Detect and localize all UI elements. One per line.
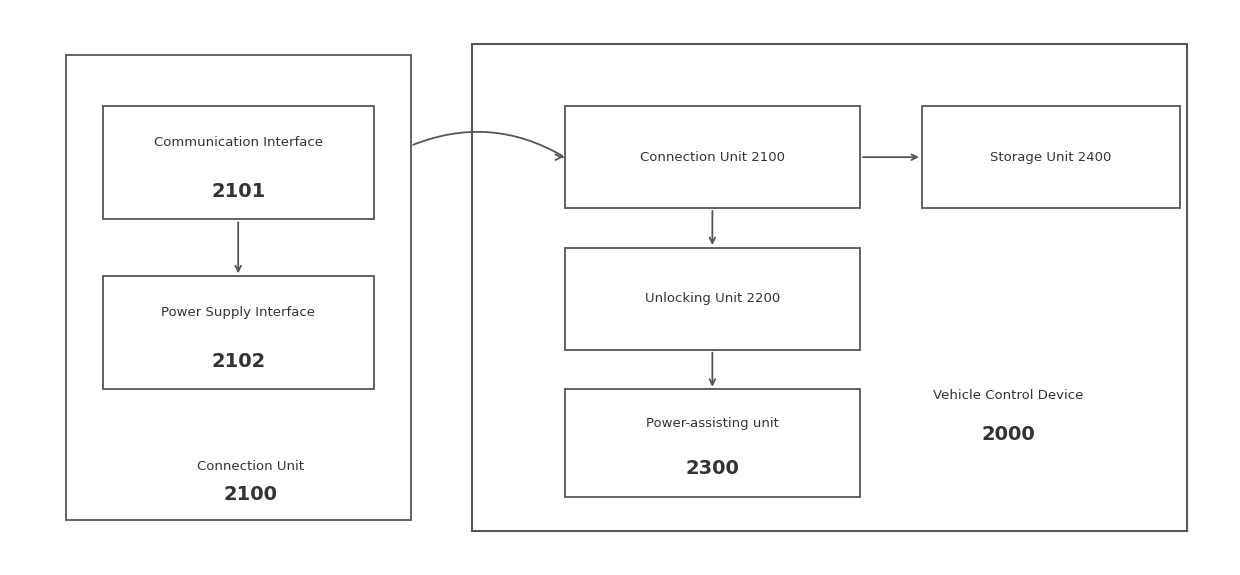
FancyBboxPatch shape — [564, 106, 861, 208]
FancyBboxPatch shape — [66, 55, 410, 520]
FancyBboxPatch shape — [103, 106, 373, 220]
Text: Power Supply Interface: Power Supply Interface — [161, 306, 315, 320]
FancyArrowPatch shape — [413, 132, 562, 156]
Text: 2000: 2000 — [981, 426, 1035, 444]
FancyBboxPatch shape — [921, 106, 1180, 208]
FancyBboxPatch shape — [472, 44, 1187, 531]
Text: 2101: 2101 — [211, 182, 265, 201]
Text: 2100: 2100 — [223, 485, 278, 504]
Text: Storage Unit 2400: Storage Unit 2400 — [991, 151, 1112, 164]
FancyBboxPatch shape — [103, 276, 373, 389]
Text: Vehicle Control Device: Vehicle Control Device — [932, 389, 1084, 402]
Text: 2300: 2300 — [686, 459, 739, 478]
FancyBboxPatch shape — [564, 389, 861, 497]
Text: Communication Interface: Communication Interface — [154, 136, 322, 150]
Text: Unlocking Unit 2200: Unlocking Unit 2200 — [645, 292, 780, 305]
Text: 2102: 2102 — [211, 352, 265, 371]
FancyBboxPatch shape — [564, 248, 861, 350]
Text: Connection Unit 2100: Connection Unit 2100 — [640, 151, 785, 164]
Text: Power-assisting unit: Power-assisting unit — [646, 417, 779, 430]
Text: Connection Unit: Connection Unit — [197, 459, 304, 473]
